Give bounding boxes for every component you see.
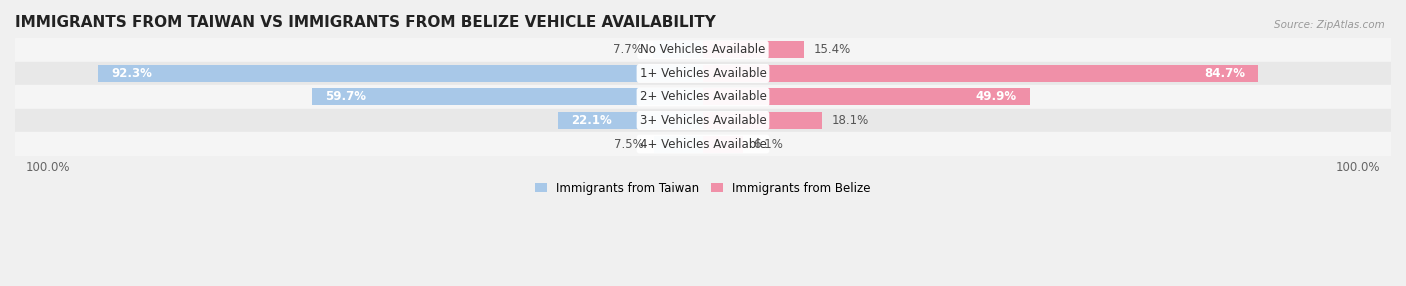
Bar — [98, 65, 703, 82]
Text: 84.7%: 84.7% — [1204, 67, 1244, 80]
Bar — [703, 112, 821, 129]
Text: 1+ Vehicles Available: 1+ Vehicles Available — [640, 67, 766, 80]
Bar — [15, 109, 1391, 132]
Bar — [652, 41, 703, 58]
Bar — [15, 132, 1391, 156]
Text: 18.1%: 18.1% — [831, 114, 869, 127]
Text: 6.1%: 6.1% — [752, 138, 783, 150]
Bar — [15, 85, 1391, 109]
Bar — [312, 88, 703, 106]
Text: 49.9%: 49.9% — [976, 90, 1017, 104]
Bar — [703, 65, 1258, 82]
Bar — [703, 88, 1031, 106]
Legend: Immigrants from Taiwan, Immigrants from Belize: Immigrants from Taiwan, Immigrants from … — [530, 177, 876, 199]
Text: 4+ Vehicles Available: 4+ Vehicles Available — [640, 138, 766, 150]
Bar — [654, 136, 703, 152]
Bar — [703, 41, 804, 58]
Bar — [15, 38, 1391, 62]
Bar — [558, 112, 703, 129]
Bar — [15, 62, 1391, 85]
Text: 3+ Vehicles Available: 3+ Vehicles Available — [640, 114, 766, 127]
Bar — [703, 136, 742, 152]
Text: 2+ Vehicles Available: 2+ Vehicles Available — [640, 90, 766, 104]
Text: 59.7%: 59.7% — [325, 90, 366, 104]
Text: IMMIGRANTS FROM TAIWAN VS IMMIGRANTS FROM BELIZE VEHICLE AVAILABILITY: IMMIGRANTS FROM TAIWAN VS IMMIGRANTS FRO… — [15, 15, 716, 30]
Text: 92.3%: 92.3% — [111, 67, 152, 80]
Text: 7.5%: 7.5% — [614, 138, 644, 150]
Text: 7.7%: 7.7% — [613, 43, 643, 56]
Text: No Vehicles Available: No Vehicles Available — [640, 43, 766, 56]
Text: 15.4%: 15.4% — [814, 43, 851, 56]
Text: Source: ZipAtlas.com: Source: ZipAtlas.com — [1274, 20, 1385, 30]
Text: 22.1%: 22.1% — [571, 114, 612, 127]
